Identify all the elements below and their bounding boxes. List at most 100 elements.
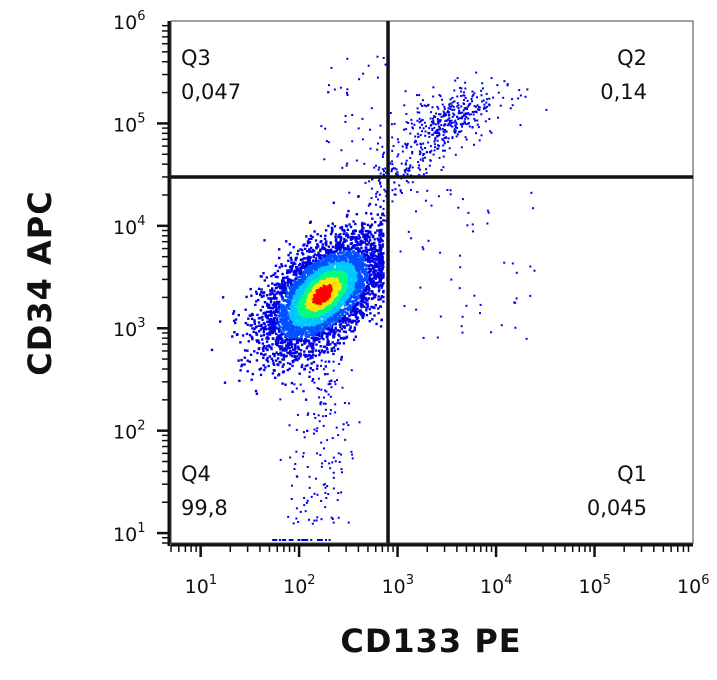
event-dot xyxy=(354,314,356,316)
event-dot xyxy=(344,290,346,292)
event-dot xyxy=(315,355,317,357)
event-dot xyxy=(260,374,262,376)
event-dot xyxy=(378,277,380,279)
event-dot xyxy=(345,312,347,314)
event-dot xyxy=(282,285,284,287)
event-dot xyxy=(276,344,278,346)
event-dot xyxy=(362,230,364,232)
event-dot xyxy=(344,322,346,324)
event-dot xyxy=(313,339,315,341)
event-dot xyxy=(272,372,274,374)
event-dot xyxy=(305,235,307,237)
event-dot xyxy=(325,365,327,367)
event-dot xyxy=(301,292,303,294)
event-dot xyxy=(369,308,371,310)
event-dot xyxy=(301,344,303,346)
event-dot xyxy=(293,246,295,248)
event-dot xyxy=(351,233,353,235)
event-dot xyxy=(355,272,357,274)
event-dot xyxy=(262,347,264,349)
event-dot xyxy=(339,312,341,314)
event-dot xyxy=(382,235,384,237)
event-dot xyxy=(377,213,379,215)
event-dot xyxy=(289,363,291,365)
event-dot xyxy=(352,236,354,238)
event-dot xyxy=(290,259,292,261)
event-dot xyxy=(261,316,263,318)
event-dot xyxy=(304,278,306,280)
event-dot xyxy=(255,332,257,334)
event-dot xyxy=(372,306,374,308)
event-dot xyxy=(346,265,348,267)
event-dot xyxy=(245,296,247,298)
event-dot xyxy=(291,352,293,354)
event-dot xyxy=(382,263,384,265)
event-dot xyxy=(363,250,365,252)
event-dot xyxy=(290,323,292,325)
event-dot xyxy=(341,356,343,358)
event-dot xyxy=(362,236,364,238)
event-dot xyxy=(351,258,353,260)
event-dot xyxy=(318,268,320,270)
event-dot xyxy=(298,316,300,318)
event-dot xyxy=(358,234,360,236)
event-dot xyxy=(293,302,295,304)
event-dot xyxy=(308,251,310,253)
event-dot xyxy=(354,223,356,225)
event-dot xyxy=(349,283,351,285)
event-dot xyxy=(238,380,240,382)
event-dot xyxy=(330,260,332,262)
event-dot xyxy=(341,245,343,247)
event-dot xyxy=(345,331,347,333)
event-dot xyxy=(283,340,285,342)
event-dot xyxy=(329,301,331,303)
event-dot xyxy=(252,373,254,375)
event-dot xyxy=(287,271,289,273)
event-dot xyxy=(369,252,371,254)
event-dot xyxy=(336,242,338,244)
event-dot xyxy=(251,327,253,329)
event-dot xyxy=(242,334,244,336)
event-dot xyxy=(286,351,288,353)
event-dot xyxy=(360,304,362,306)
event-dot xyxy=(353,339,355,341)
event-dot xyxy=(293,274,295,276)
event-dot xyxy=(279,293,281,295)
event-dot xyxy=(273,364,275,366)
event-dot xyxy=(265,328,267,330)
event-dot xyxy=(219,320,221,322)
event-dot xyxy=(374,294,376,296)
event-dot xyxy=(345,234,347,236)
event-dot xyxy=(371,281,373,283)
event-dot xyxy=(288,304,290,306)
event-dot xyxy=(331,299,333,301)
event-dot xyxy=(309,293,311,295)
event-dot xyxy=(289,314,291,316)
event-dot xyxy=(337,329,339,331)
event-dot xyxy=(287,284,289,286)
event-dot xyxy=(375,262,377,264)
event-dot xyxy=(361,223,363,225)
event-dot xyxy=(382,243,384,245)
event-dot xyxy=(292,313,294,315)
event-dot xyxy=(282,321,284,323)
event-dot xyxy=(256,393,258,395)
event-dot xyxy=(315,260,317,262)
event-dot xyxy=(350,294,352,296)
event-dot xyxy=(346,308,348,310)
event-dot xyxy=(376,282,378,284)
event-dot xyxy=(310,262,312,264)
event-dot xyxy=(365,309,367,311)
event-dot xyxy=(236,334,238,336)
event-dot xyxy=(345,232,347,234)
event-dot xyxy=(317,275,319,277)
event-dot xyxy=(337,298,339,300)
event-dot xyxy=(253,331,255,333)
event-dot xyxy=(266,341,268,343)
event-dot xyxy=(324,274,326,276)
event-dot xyxy=(240,365,242,367)
event-dot xyxy=(360,247,362,249)
event-dot xyxy=(364,254,366,256)
event-dot xyxy=(289,243,291,245)
